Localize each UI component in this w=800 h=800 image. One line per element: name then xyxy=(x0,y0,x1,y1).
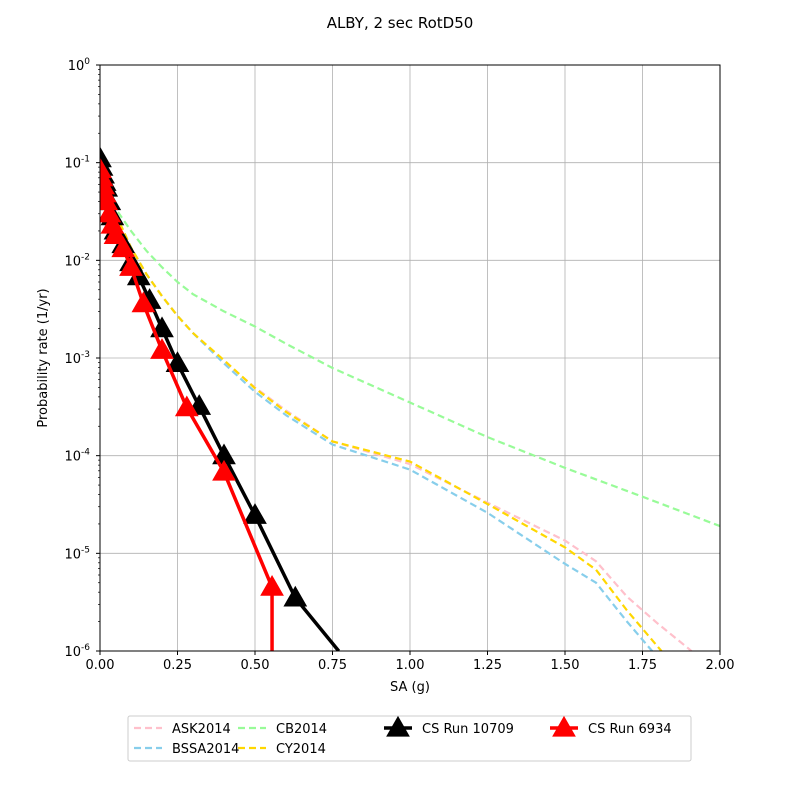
series-line xyxy=(100,183,720,528)
y-tick-label: 100 xyxy=(68,57,91,74)
legend-marker xyxy=(552,715,576,737)
x-tick-label: 1.25 xyxy=(473,658,502,673)
series-cb2014 xyxy=(100,183,720,528)
y-tick-label: 10-2 xyxy=(64,252,90,269)
data-point xyxy=(111,236,136,258)
series-line xyxy=(100,183,663,651)
x-tick-label: 1.00 xyxy=(396,658,425,673)
x-tick-label: 0.25 xyxy=(163,658,192,673)
y-tick-label: 10-4 xyxy=(64,448,90,465)
x-tick-label: 0.00 xyxy=(86,658,115,673)
legend-item: ASK2014 xyxy=(134,722,231,737)
legend-item: CB2014 xyxy=(238,722,327,737)
series-layer xyxy=(100,146,720,651)
legend-label: CY2014 xyxy=(276,742,326,757)
x-tick-label: 0.75 xyxy=(318,658,347,673)
legend-item: CS Run 6934 xyxy=(550,715,672,737)
data-point xyxy=(150,338,174,359)
legend-item: BSSA2014 xyxy=(134,742,239,757)
series-line xyxy=(100,183,654,651)
data-point xyxy=(243,503,267,524)
data-point xyxy=(131,291,156,313)
series-line xyxy=(100,158,341,651)
data-point xyxy=(174,395,199,417)
legend-label: BSSA2014 xyxy=(172,742,239,757)
legend-marker xyxy=(386,715,410,737)
data-point xyxy=(119,255,143,276)
legend-label: ASK2014 xyxy=(172,722,231,737)
series-cs-run-6934 xyxy=(100,157,284,651)
series-bssa2014 xyxy=(100,183,654,651)
x-tick-label: 1.50 xyxy=(551,658,580,673)
y-tick-label: 10-5 xyxy=(64,545,90,562)
legend: ASK2014 BSSA2014 CB2014 CY2014 CS Run 10709 C… xyxy=(127,715,692,762)
y-tick-label: 10-3 xyxy=(64,350,90,367)
grid xyxy=(99,64,721,652)
legend-label: CS Run 6934 xyxy=(588,722,672,737)
y-axis: 100 10-1 10-2 10-3 10-4 10-5 10-6 xyxy=(64,57,100,660)
y-axis-label: Probability rate (1/yr) xyxy=(36,288,51,427)
data-point xyxy=(283,585,308,607)
data-point xyxy=(260,575,284,596)
x-tick-label: 0.50 xyxy=(241,658,270,673)
legend-label: CS Run 10709 xyxy=(422,722,514,737)
data-point xyxy=(165,351,190,373)
legend-item: CS Run 10709 xyxy=(384,715,514,737)
y-tick-label: 10-6 xyxy=(64,643,90,660)
legend-item: CY2014 xyxy=(238,742,326,757)
data-point xyxy=(103,223,128,245)
chart-title: ALBY, 2 sec RotD50 xyxy=(327,14,474,32)
x-tick-label: 1.75 xyxy=(628,658,657,673)
y-tick-label: 10-1 xyxy=(64,155,90,172)
x-tick-label: 2.00 xyxy=(706,658,735,673)
legend-label: CB2014 xyxy=(276,722,327,737)
data-point xyxy=(212,459,236,481)
x-axis: 0.00 0.25 0.50 0.75 1.00 1.25 1.50 1.75 2.00 xyxy=(86,651,735,673)
x-axis-label: SA (g) xyxy=(390,680,430,695)
series-cy2014 xyxy=(100,183,663,651)
